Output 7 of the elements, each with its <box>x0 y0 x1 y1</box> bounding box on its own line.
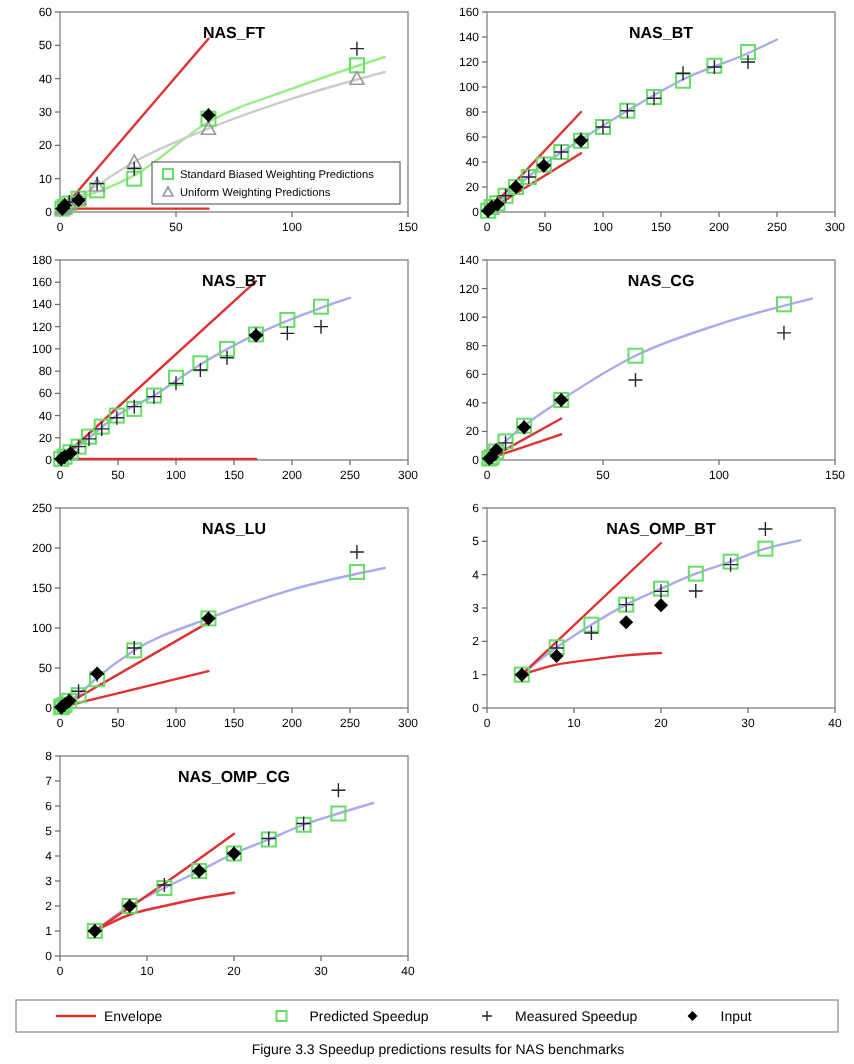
text: NAS_OMP_CG <box>177 768 291 786</box>
text: NAS_LU <box>201 520 267 538</box>
text: NAS_BT <box>628 24 694 42</box>
text: NAS_CG <box>627 272 695 290</box>
text: NAS_OMP_BT <box>606 520 716 538</box>
text: NAS_BT <box>201 272 267 290</box>
text: NAS_FT <box>202 24 266 42</box>
